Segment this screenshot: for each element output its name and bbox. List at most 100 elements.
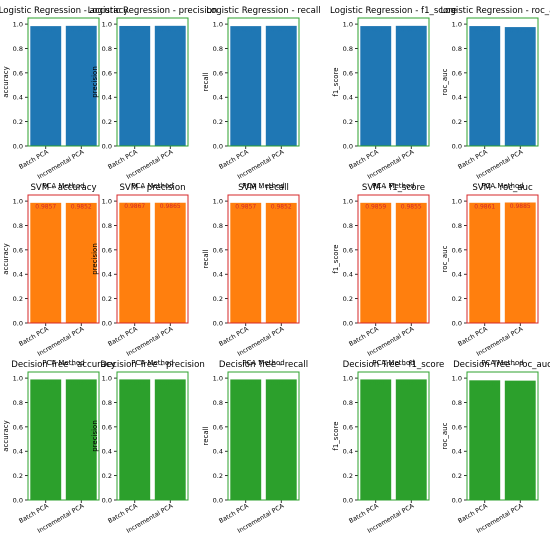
y-tick-label: 0.0 <box>452 319 462 327</box>
y-tick-label: 1.0 <box>102 374 112 382</box>
y-tick-label: 0.8 <box>452 222 462 230</box>
y-tick-label: 0.8 <box>13 45 23 53</box>
subplot-title: Logistic Regression - recall <box>206 6 320 16</box>
bar-incremental-pca <box>504 27 536 146</box>
y-tick-label: 0.2 <box>343 295 353 303</box>
y-tick-label: 0.6 <box>13 69 23 77</box>
y-tick-label: 0.6 <box>102 423 112 431</box>
y-tick-label: 0.0 <box>343 319 353 327</box>
y-tick-label: 0.6 <box>13 246 23 254</box>
axes-frame <box>227 371 300 501</box>
bar-incremental-pca <box>65 379 97 500</box>
y-tick-label: 0.6 <box>343 69 353 77</box>
y-axis-label: accuracy <box>2 66 10 98</box>
bar-batch-pca <box>119 202 151 323</box>
y-tick-label: 0.4 <box>343 271 353 279</box>
y-tick-label: 0.2 <box>343 118 353 126</box>
axes-frame <box>466 194 539 324</box>
x-axis-label: PCA Method <box>42 359 84 367</box>
axes-frame <box>27 17 100 147</box>
y-tick-label: 0.2 <box>13 472 23 480</box>
subplot-title: Logistic Regression - precision <box>88 6 218 16</box>
subplot-title: Logistic Regression - accuracy <box>0 6 128 16</box>
y-tick-label: 1.0 <box>452 20 462 28</box>
bar-batch-pca <box>230 202 262 323</box>
subplot-13: Decision Tree - recall 0.0 0.2 0.4 0.6 0.8 1.0… <box>202 360 308 534</box>
y-tick-label: 0.2 <box>13 118 23 126</box>
y-axis-label: precision <box>91 420 99 452</box>
y-tick-label: 0.6 <box>213 69 223 77</box>
y-tick-label: 0.2 <box>213 472 223 480</box>
y-tick-label: 0.4 <box>452 271 462 279</box>
y-axis-label: roc_auc <box>441 422 449 449</box>
axes-frame <box>27 371 100 501</box>
data-label: 0.9847 <box>124 26 145 33</box>
data-label: 0.9834 <box>35 27 56 34</box>
y-axis-label: precision <box>91 243 99 275</box>
y-tick-label: 0.4 <box>13 271 23 279</box>
y-axis-label: roc_auc <box>441 68 449 95</box>
y-tick-label: 0.2 <box>102 295 112 303</box>
y-tick-label: 0.0 <box>102 142 112 150</box>
x-axis-label: PCA Method <box>242 182 284 190</box>
y-axis-label: f1_score <box>332 421 340 450</box>
axes-frame <box>116 17 189 147</box>
axes-frame <box>466 17 539 147</box>
y-tick-label: 0.4 <box>102 448 112 456</box>
bar-incremental-pca <box>395 25 427 146</box>
y-tick-label: 0.0 <box>13 319 23 327</box>
y-tick-label: 0.0 <box>102 319 112 327</box>
y-tick-label: 0.4 <box>213 448 223 456</box>
y-tick-label: 0.8 <box>102 45 112 53</box>
data-label: 0.9893 <box>401 380 422 387</box>
bar-batch-pca <box>119 25 151 146</box>
y-tick-label: 0.4 <box>13 448 23 456</box>
data-label: 0.9852 <box>271 203 292 210</box>
y-tick-label: 0.2 <box>452 295 462 303</box>
bar-batch-pca <box>469 380 501 500</box>
subplot-title: Decision Tree - precision <box>100 360 205 370</box>
y-tick-label: 0.0 <box>102 496 112 504</box>
bar-batch-pca <box>469 26 501 146</box>
y-tick-label: 0.2 <box>102 118 112 126</box>
axes-frame <box>357 17 430 147</box>
subplot-title: Decision Tree - recall <box>219 360 308 370</box>
subplot-title: SVM - roc_auc <box>472 183 533 193</box>
data-label: 0.9889 <box>35 380 56 387</box>
y-tick-label: 0.4 <box>213 271 223 279</box>
subplot-title: SVM - recall <box>238 183 289 193</box>
data-label: 0.9889 <box>235 380 256 387</box>
bar-batch-pca <box>30 202 62 323</box>
y-tick-label: 0.8 <box>452 45 462 53</box>
y-axis-label: precision <box>91 66 99 98</box>
y-tick-label: 1.0 <box>343 374 353 382</box>
y-tick-label: 0.8 <box>343 399 353 407</box>
y-tick-label: 0.2 <box>213 295 223 303</box>
y-tick-label: 0.8 <box>102 399 112 407</box>
data-label: 0.9859 <box>365 203 386 210</box>
y-tick-label: 1.0 <box>452 197 462 205</box>
y-tick-label: 1.0 <box>102 20 112 28</box>
y-tick-label: 0.0 <box>213 496 223 504</box>
y-tick-label: 0.0 <box>343 496 353 504</box>
data-label: 0.9818 <box>474 381 495 388</box>
subplot-3: Logistic Regression - recall 0.0 0.2 0.4 0.6… <box>202 6 321 190</box>
y-tick-label: 1.0 <box>213 20 223 28</box>
y-tick-label: 1.0 <box>343 20 353 28</box>
y-tick-label: 0.8 <box>343 222 353 230</box>
axes-frame <box>27 194 100 324</box>
y-axis-label: recall <box>202 249 210 268</box>
data-label: 0.9855 <box>401 203 422 210</box>
bar-batch-pca <box>360 202 392 323</box>
data-label: 0.9857 <box>401 26 422 33</box>
x-axis-label: PCA Method <box>42 182 84 190</box>
y-tick-label: 1.0 <box>13 374 23 382</box>
data-label: 0.9892 <box>124 380 145 387</box>
y-tick-label: 0.4 <box>452 94 462 102</box>
data-label: 0.9867 <box>124 203 145 210</box>
y-tick-label: 0.0 <box>213 142 223 150</box>
y-tick-label: 0.2 <box>452 472 462 480</box>
y-tick-label: 0.8 <box>102 222 112 230</box>
y-tick-label: 0.0 <box>213 319 223 327</box>
axes-frame <box>227 17 300 147</box>
